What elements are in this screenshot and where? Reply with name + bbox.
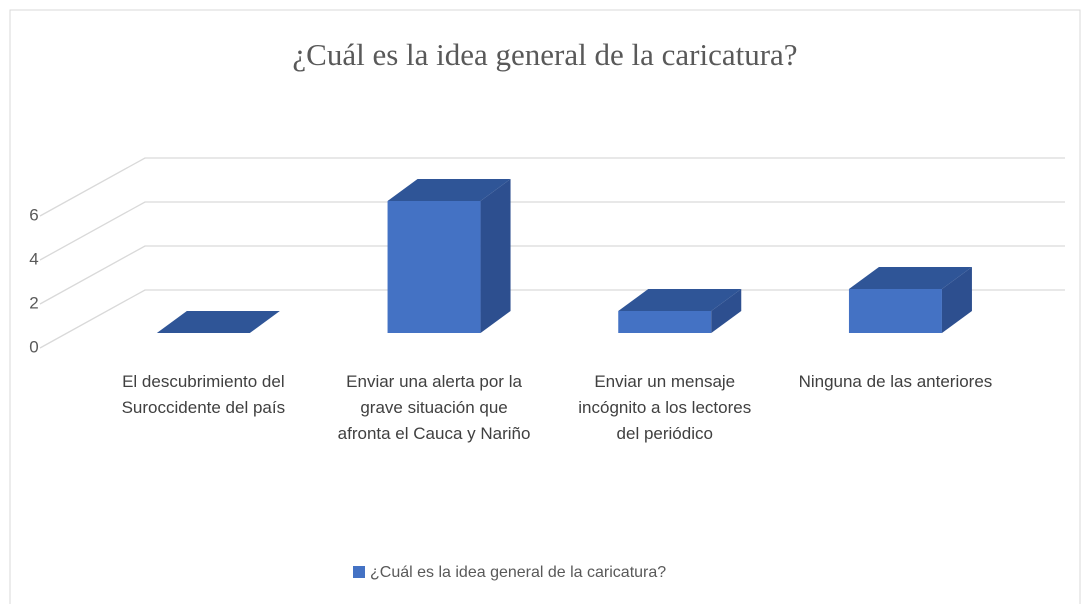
chart-frame bbox=[9, 9, 1081, 604]
bar-top bbox=[387, 179, 511, 201]
grid-line bbox=[39, 289, 1065, 349]
x-tick-label: Enviar una alerta por la grave situación… bbox=[337, 372, 531, 443]
y-tick-label: 2 bbox=[29, 293, 38, 312]
legend-label: ¿Cuál es la idea general de la caricatur… bbox=[370, 564, 666, 581]
y-tick-label: 6 bbox=[29, 205, 38, 224]
legend-swatch bbox=[353, 566, 365, 578]
bar bbox=[618, 289, 742, 333]
bar bbox=[156, 311, 280, 333]
grid-line bbox=[39, 157, 1065, 217]
bar-top bbox=[848, 267, 972, 289]
x-tick-label: Enviar un mensaje incógnito a los lector… bbox=[578, 372, 752, 443]
bar-front bbox=[618, 311, 712, 333]
grid-line bbox=[39, 201, 1065, 261]
bar bbox=[387, 179, 511, 333]
bar-side bbox=[711, 289, 742, 333]
grid-line bbox=[39, 245, 1065, 305]
x-tick-label: Ninguna de las anteriores bbox=[798, 372, 993, 391]
x-tick-label: El descubrimiento del Suroccidente del p… bbox=[121, 372, 286, 417]
bar-top bbox=[618, 289, 742, 311]
bar-front bbox=[387, 201, 481, 333]
bar bbox=[848, 267, 972, 333]
bar-front bbox=[848, 289, 942, 333]
y-tick-label: 4 bbox=[29, 249, 38, 268]
bar-side bbox=[480, 179, 511, 333]
bar-top bbox=[156, 311, 280, 333]
y-tick-label: 0 bbox=[29, 337, 38, 356]
chart-title: ¿Cuál es la idea general de la caricatur… bbox=[292, 37, 797, 72]
